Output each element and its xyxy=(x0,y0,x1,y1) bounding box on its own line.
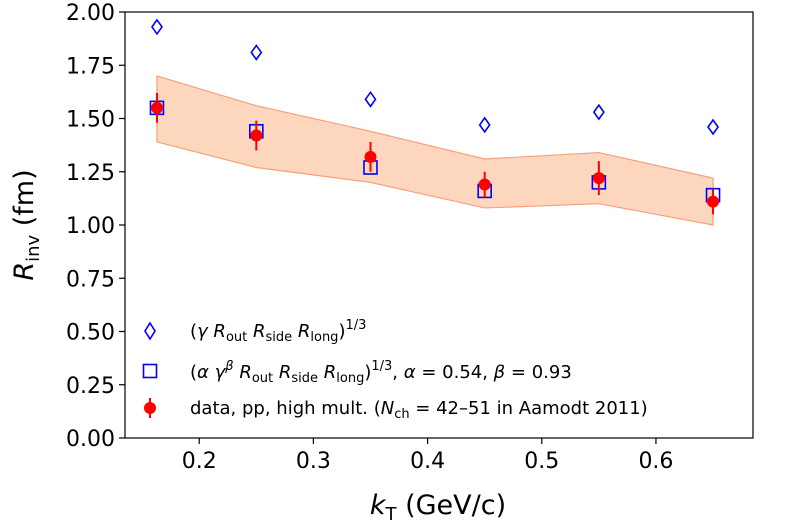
y-tick-label: 2.00 xyxy=(66,1,115,26)
diamond-point xyxy=(592,103,605,121)
data-point xyxy=(364,150,377,163)
x-axis: 0.2 0.3 0.4 0.5 0.6 xyxy=(182,438,673,474)
diamond-point xyxy=(478,116,491,134)
diamond-point xyxy=(150,18,163,36)
data-point xyxy=(478,178,491,191)
legend-entry-scaled: (α γβ Rout Rside Rlong)1/3, α = 0.54, β … xyxy=(190,359,572,386)
legend-square-marker xyxy=(142,363,158,379)
x-tick-label: 0.2 xyxy=(182,449,217,474)
legend-diamond-marker xyxy=(144,321,156,341)
y-tick-label: 0.50 xyxy=(66,321,115,346)
y-axis: 0.00 0.25 0.50 0.75 1.00 1.25 1.50 1.75 2.00 xyxy=(66,1,125,452)
uncertainty-band-layer xyxy=(156,75,714,226)
data-point xyxy=(592,172,605,185)
diamond-point xyxy=(250,44,263,61)
data-point xyxy=(707,195,720,208)
data-marks-layer xyxy=(149,18,721,215)
y-tick-label: 1.75 xyxy=(66,54,115,79)
x-axis-label: kT (GeV/c) xyxy=(370,490,506,525)
data-point xyxy=(250,129,263,142)
legend-entry-data: data, pp, high mult. (Nch = 42–51 in Aam… xyxy=(190,398,648,422)
x-tick-label: 0.5 xyxy=(524,449,559,474)
data-point xyxy=(150,101,163,114)
diamond-point xyxy=(364,90,377,108)
legend-circle-marker xyxy=(144,402,156,414)
y-tick-label: 1.50 xyxy=(66,108,115,133)
series-circle xyxy=(150,92,720,215)
y-tick-label: 1.25 xyxy=(66,161,115,186)
y-tick-label: 0.75 xyxy=(66,267,115,292)
y-tick-label: 0.25 xyxy=(66,374,115,399)
legend-entry-ratio: (γ Rout Rside Rlong)1/3 xyxy=(190,318,366,345)
series-diamond xyxy=(150,18,720,136)
diamond-point xyxy=(707,118,720,136)
y-axis-label: Rinv (fm) xyxy=(9,169,44,280)
x-tick-label: 0.3 xyxy=(296,449,331,474)
uncertainty-band xyxy=(156,75,714,226)
x-tick-label: 0.4 xyxy=(410,449,445,474)
y-tick-label: 0.00 xyxy=(66,427,115,452)
legend: (γ Rout Rside Rlong)1/3 (α γβ Rout Rside… xyxy=(142,318,648,422)
x-tick-label: 0.6 xyxy=(638,449,673,474)
y-tick-label: 1.00 xyxy=(66,214,115,239)
